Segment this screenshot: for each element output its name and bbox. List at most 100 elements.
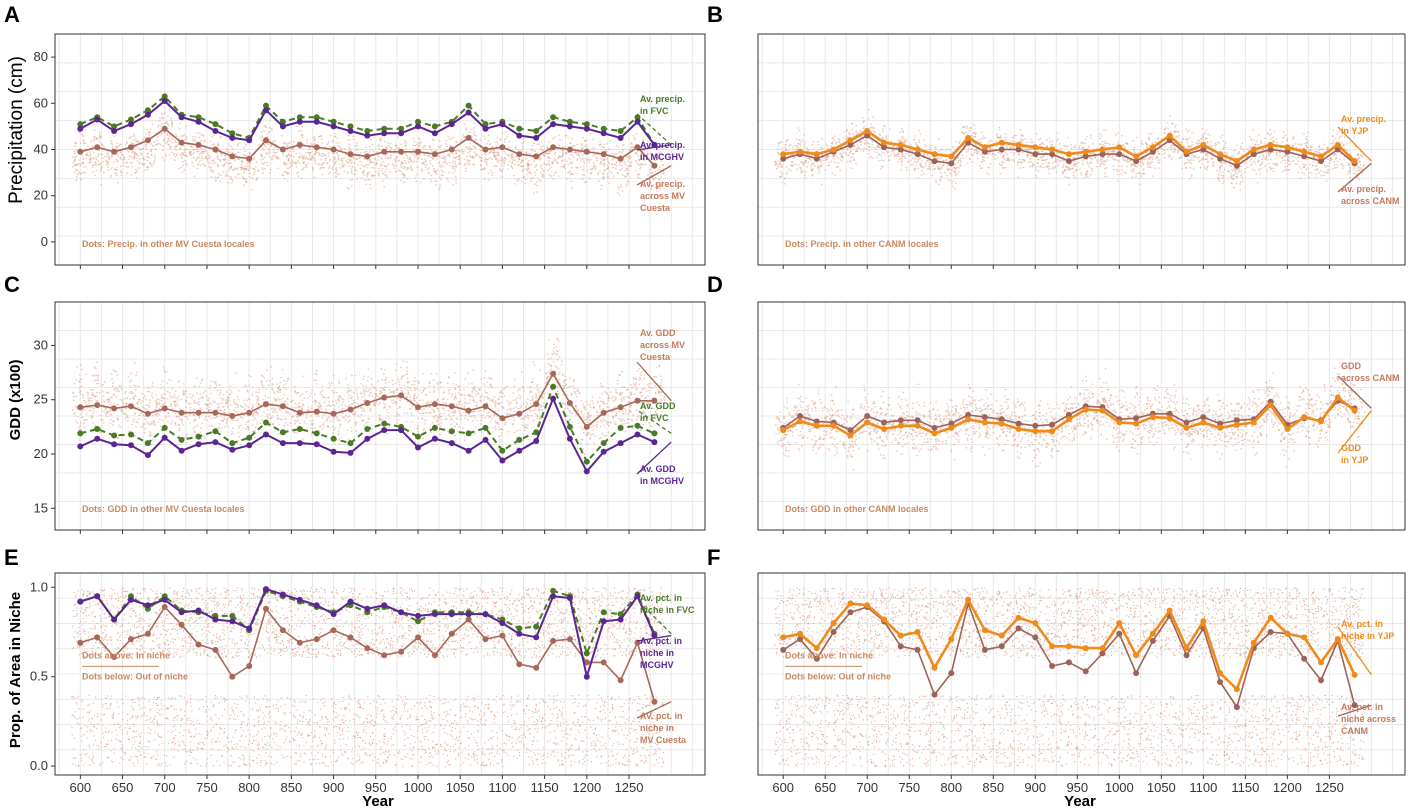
locale-dot bbox=[1217, 176, 1219, 178]
locale-dot bbox=[333, 157, 335, 159]
locale-dot bbox=[101, 143, 103, 146]
locale-dot bbox=[276, 148, 279, 151]
locale-dot bbox=[524, 168, 526, 170]
locale-dot bbox=[127, 151, 130, 153]
locale-dot bbox=[939, 158, 942, 160]
locale-dot bbox=[606, 168, 608, 170]
locale-dot bbox=[269, 127, 271, 129]
locale-dot bbox=[489, 149, 492, 151]
locale-dot bbox=[520, 159, 523, 162]
locale-dot bbox=[223, 159, 225, 161]
locale-dot bbox=[421, 158, 423, 160]
locale-dot bbox=[464, 163, 466, 165]
locale-dot bbox=[96, 138, 98, 140]
locale-dot bbox=[440, 144, 442, 147]
locale-dot bbox=[972, 132, 975, 134]
locale-dot bbox=[569, 142, 572, 144]
locale-dot bbox=[899, 140, 901, 142]
locale-dot bbox=[1212, 164, 1215, 167]
locale-dot bbox=[377, 144, 380, 146]
locale-dot bbox=[1225, 147, 1227, 149]
locale-dot bbox=[549, 167, 551, 170]
locale-dot bbox=[890, 153, 893, 156]
locale-dot bbox=[961, 132, 964, 134]
locale-dot bbox=[1291, 161, 1293, 163]
locale-dot bbox=[910, 149, 913, 152]
locale-dot bbox=[1085, 175, 1087, 177]
locale-dot bbox=[624, 163, 626, 165]
locale-dot bbox=[315, 152, 317, 154]
locale-dot bbox=[512, 158, 514, 160]
locale-dot bbox=[817, 165, 820, 167]
locale-dot bbox=[350, 172, 353, 174]
locale-dot bbox=[437, 162, 440, 164]
locale-dot bbox=[231, 148, 234, 150]
locale-dot bbox=[537, 158, 539, 160]
locale-dot bbox=[1048, 167, 1050, 170]
locale-dot bbox=[581, 173, 584, 176]
locale-dot bbox=[133, 153, 136, 155]
locale-dot bbox=[236, 145, 239, 147]
locale-dot bbox=[347, 161, 350, 164]
series-point bbox=[364, 153, 371, 160]
locale-dot bbox=[611, 159, 614, 161]
locale-dot bbox=[120, 172, 123, 174]
locale-dot bbox=[779, 161, 782, 163]
locale-dot bbox=[327, 155, 330, 157]
locale-dot bbox=[942, 164, 945, 167]
locale-dot bbox=[491, 158, 494, 160]
locale-dot bbox=[542, 174, 544, 176]
locale-dot bbox=[106, 153, 108, 155]
locale-dot bbox=[473, 163, 475, 165]
locale-dot bbox=[398, 147, 400, 149]
locale-dot bbox=[1101, 141, 1104, 143]
locale-dot bbox=[1267, 159, 1269, 161]
locale-dot bbox=[1264, 165, 1267, 167]
locale-dot bbox=[510, 155, 513, 157]
locale-dot bbox=[1211, 158, 1214, 160]
locale-dot bbox=[444, 156, 447, 158]
locale-dot bbox=[982, 135, 985, 137]
locale-dot bbox=[557, 175, 560, 177]
locale-dot bbox=[266, 161, 269, 164]
locale-dot bbox=[314, 151, 317, 153]
locale-dot bbox=[123, 164, 126, 167]
series-point bbox=[431, 130, 438, 137]
locale-dot bbox=[915, 164, 918, 166]
locale-dot bbox=[385, 153, 388, 155]
locale-dot bbox=[778, 153, 780, 156]
locale-dot bbox=[796, 168, 798, 170]
locale-dot bbox=[74, 156, 76, 158]
locale-dot bbox=[374, 171, 376, 173]
locale-dot bbox=[918, 129, 920, 132]
locale-dot bbox=[444, 158, 447, 161]
locale-dot bbox=[1240, 181, 1242, 183]
series-point bbox=[583, 125, 590, 132]
locale-dot bbox=[106, 164, 108, 166]
locale-dot bbox=[1035, 168, 1037, 171]
locale-dot bbox=[1183, 145, 1186, 148]
locale-dot bbox=[196, 149, 198, 151]
locale-dot bbox=[477, 154, 480, 157]
locale-dot bbox=[334, 172, 337, 174]
locale-dot bbox=[353, 169, 356, 171]
locale-dot bbox=[610, 172, 613, 174]
locale-dot bbox=[1281, 170, 1284, 173]
locale-dot bbox=[298, 130, 300, 132]
locale-dot bbox=[1243, 162, 1246, 164]
locale-dot bbox=[1284, 162, 1287, 164]
locale-dot bbox=[114, 168, 116, 170]
locale-dot bbox=[267, 133, 269, 136]
series-point bbox=[482, 125, 489, 132]
locale-dot bbox=[309, 157, 311, 159]
locale-dot bbox=[1309, 147, 1312, 149]
locale-dot bbox=[534, 174, 537, 176]
locale-dot bbox=[808, 157, 811, 159]
locale-dot bbox=[869, 127, 871, 129]
locale-dot bbox=[115, 172, 118, 174]
locale-dot bbox=[1260, 140, 1262, 142]
locale-dot bbox=[82, 139, 84, 141]
locale-dot bbox=[583, 149, 585, 151]
locale-dot bbox=[415, 180, 418, 182]
locale-dot bbox=[527, 163, 529, 165]
